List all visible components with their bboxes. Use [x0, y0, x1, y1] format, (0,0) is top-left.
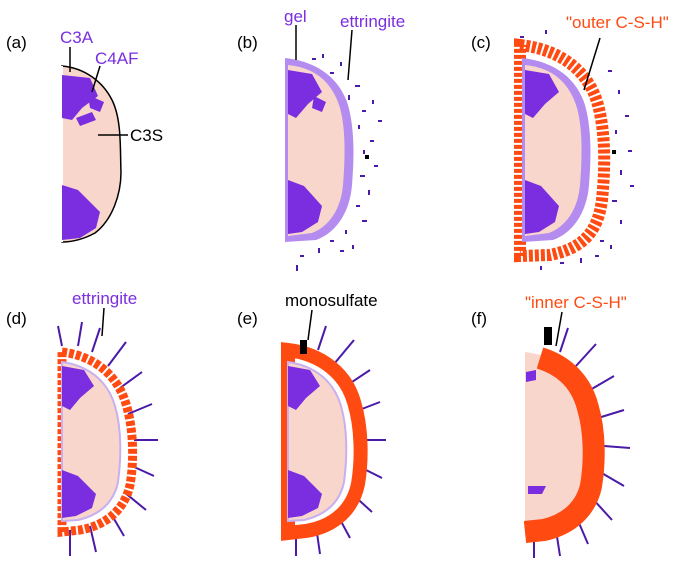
c3a-phase-a [62, 75, 104, 240]
c3a-phase-b [288, 70, 326, 234]
inner-csh-label: "inner C-S-H" [525, 293, 627, 312]
csh-outer-layer-d [57, 346, 138, 538]
outer-csh-label: "outer C-S-H" [566, 13, 669, 32]
monosulfate-plate-f [544, 327, 552, 345]
gel-label: gel [284, 7, 307, 26]
ettringite-label-b: ettringite [340, 12, 405, 31]
csh-outer-layer-c [514, 38, 611, 263]
panel-f-letter: (f) [471, 309, 487, 328]
panel-e-letter: (e) [237, 309, 258, 328]
panel-f: (f) "inner C-S-H" [471, 293, 631, 558]
monosulfate-label: monosulfate [285, 291, 378, 310]
panel-c-letter: (c) [471, 33, 491, 52]
c3s-label: C3S [130, 126, 163, 145]
c4af-label: C4AF [95, 49, 138, 68]
ettringite-needles-e [295, 325, 386, 556]
c3a-phase-d [62, 366, 96, 518]
panel-e: (e) monosulfate [237, 291, 386, 556]
csh-outer-layer-e [281, 342, 368, 541]
panel-a-letter: (a) [6, 33, 27, 52]
panel-d: (d) ettringite [6, 289, 158, 556]
panel-a: (a) C3A C4AF C3S [6, 28, 163, 243]
c3a-label: C3A [60, 28, 94, 47]
ettringite-label-d: ettringite [72, 289, 137, 308]
panel-b: (b) gel ettringite [237, 7, 405, 271]
panel-d-letter: (d) [6, 309, 27, 328]
panel-c: (c) "outer C-S-H" [471, 13, 669, 270]
monosulfate-plate-e [300, 340, 307, 354]
ettringite-particles-c [520, 30, 634, 270]
ettringite-needles-d [57, 321, 158, 556]
c3a-phase-e [288, 366, 322, 518]
panel-b-letter: (b) [237, 33, 258, 52]
c3a-phase-f [526, 370, 546, 494]
ettringite-particles-b [296, 54, 382, 271]
c3a-phase-c [525, 70, 559, 234]
inner-csh-layer-f [523, 347, 605, 543]
